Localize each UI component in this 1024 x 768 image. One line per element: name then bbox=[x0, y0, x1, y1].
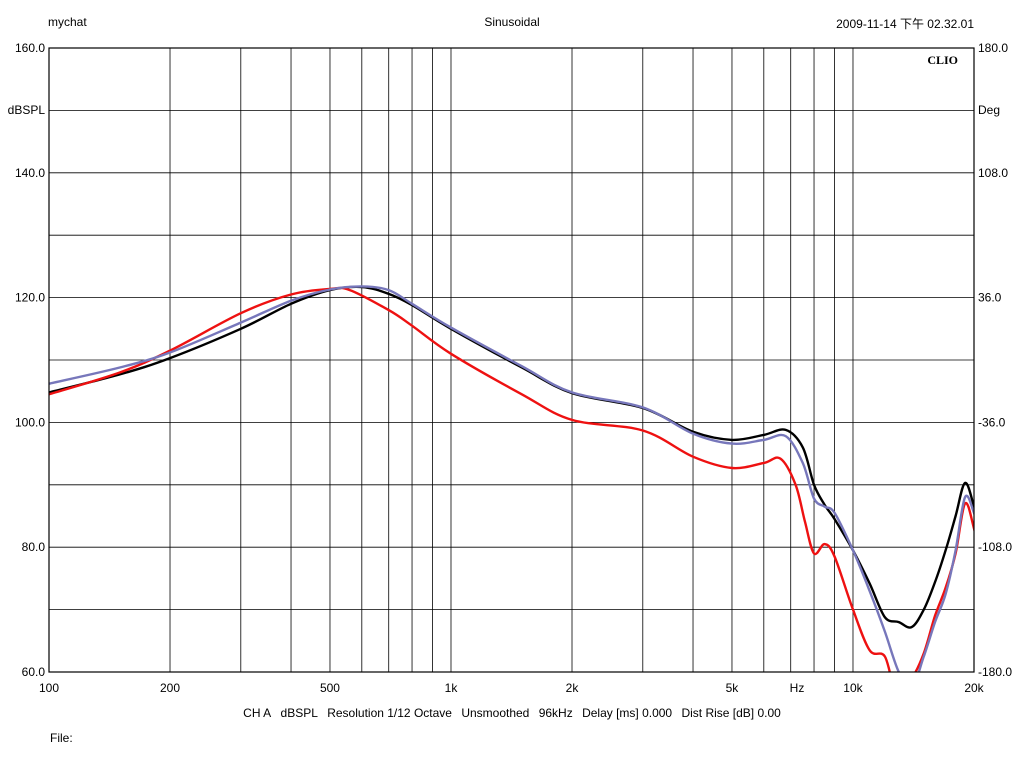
status-rate: 96kHz bbox=[538, 706, 573, 720]
chart-curves bbox=[49, 285, 974, 672]
y-left-axis-label: dBSPL bbox=[8, 103, 46, 117]
status-dist-rise: Dist Rise [dB] 0.00 bbox=[681, 706, 781, 720]
x-tick-label: 5k bbox=[726, 681, 740, 695]
file-label: File: bbox=[50, 731, 73, 745]
plot-frame bbox=[48, 47, 975, 673]
y-right-tick-label: -36.0 bbox=[978, 415, 1006, 429]
y-right-tick-label: -108.0 bbox=[978, 540, 1012, 554]
y-right-tick-label: 108.0 bbox=[978, 166, 1008, 180]
y-right-tick-label: 36.0 bbox=[978, 291, 1002, 305]
y-left-tick-label: 60.0 bbox=[22, 665, 46, 679]
chart-labels: 100 200 500 1k 2k 5k 10k 20k Hz 60.0 80.0 100.0 120.… bbox=[8, 41, 1013, 695]
status-unit: dBSPL bbox=[280, 706, 318, 720]
status-smoothing: Unsmoothed bbox=[461, 706, 530, 720]
y-left-tick-label: 140.0 bbox=[15, 166, 45, 180]
x-tick-label: 2k bbox=[566, 681, 580, 695]
status-channel: CH A bbox=[243, 706, 272, 720]
y-left-tick-label: 160.0 bbox=[15, 41, 45, 55]
x-tick-label: 100 bbox=[39, 681, 59, 695]
x-tick-label: 20k bbox=[964, 681, 984, 695]
x-tick-label: 200 bbox=[160, 681, 180, 695]
y-left-tick-label: 100.0 bbox=[15, 415, 45, 429]
header-left-title: mychat bbox=[48, 15, 87, 29]
status-bar: CH A dBSPL Resolution 1/12 Octave Unsmoo… bbox=[0, 706, 1024, 720]
y-left-tick-label: 80.0 bbox=[22, 540, 46, 554]
y-right-tick-label: 180.0 bbox=[978, 41, 1008, 55]
series-line-3 bbox=[49, 285, 974, 672]
header-timestamp: 2009-11-14 下午 02.32.01 bbox=[836, 17, 974, 31]
x-tick-label: 500 bbox=[320, 681, 340, 695]
y-left-tick-label: 120.0 bbox=[15, 291, 45, 305]
x-tick-label: 10k bbox=[843, 681, 863, 695]
x-tick-label: 1k bbox=[445, 681, 459, 695]
y-right-axis-label: Deg bbox=[978, 103, 1000, 117]
clio-brand-logo: CLIO bbox=[927, 53, 958, 67]
x-unit-label: Hz bbox=[790, 681, 805, 695]
status-delay: Delay [ms] 0.000 bbox=[582, 706, 673, 720]
header-measurement-type: Sinusoidal bbox=[484, 15, 540, 29]
status-resolution: Resolution 1/12 Octave bbox=[327, 706, 452, 720]
y-right-tick-label: -180.0 bbox=[978, 665, 1012, 679]
